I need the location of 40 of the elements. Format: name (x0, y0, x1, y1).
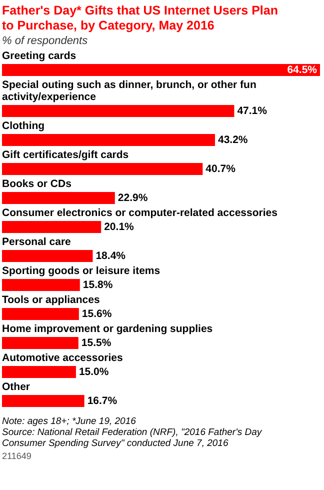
bar (2, 395, 84, 407)
data-label: 15.5% (81, 337, 112, 349)
y-tick-label: Gift certificates/gift cards (2, 149, 129, 161)
bar (2, 134, 215, 146)
data-label: 64.5% (287, 64, 318, 76)
data-label: 15.8% (82, 279, 114, 291)
data-label: 20.1% (104, 221, 135, 233)
y-tick-label: Books or CDs (2, 178, 72, 190)
y-tick-label: Greeting cards (2, 50, 76, 62)
data-label: 22.9% (118, 192, 148, 204)
y-tick-label: Clothing (2, 120, 45, 132)
y-tick-label: Personal care (2, 236, 72, 248)
data-label: 18.4% (96, 250, 126, 262)
y-tick-label: Automotive accessories (2, 352, 123, 364)
bar (2, 105, 234, 117)
data-label: 40.7% (206, 163, 236, 175)
data-label: 15.0% (78, 366, 110, 378)
data-label: 16.7% (87, 395, 118, 407)
y-tick-label: Tools or appliances (2, 294, 100, 306)
chart-subtitle: % of respondents (2, 35, 88, 47)
bar (2, 279, 80, 291)
annotation: Note: ages 18+; *June 19, 2016 (2, 416, 137, 427)
data-label: 43.2% (218, 134, 248, 146)
text: 211649 (2, 451, 32, 461)
chart-title: Father's Day* Gifts that US Internet Users Plan to Purchase, by Category, May 2016 (2, 4, 278, 32)
bar (2, 163, 203, 175)
bar (2, 308, 79, 320)
bar (2, 250, 93, 262)
bar (2, 366, 76, 378)
y-tick-label: Home improvement or gardening supplies (2, 323, 213, 335)
y-tick-label: Consumer electronics or computer-related accessories (2, 207, 278, 219)
data-label: 15.6% (82, 308, 112, 320)
data-label: 47.1% (237, 105, 268, 117)
y-tick-label: Sporting goods or leisure items (2, 265, 160, 277)
bar (2, 221, 102, 233)
y-tick-label: Special outing such as dinner, brunch, or other fun activity/experience (2, 79, 256, 103)
y-tick-label: Other (2, 381, 30, 393)
bar (2, 337, 78, 349)
source-note: Source: National Retail Federation (NRF), "2016 Father's Day Consumer Spending Survey" conducted June 7, 2016 (2, 427, 263, 449)
bar (2, 192, 115, 204)
